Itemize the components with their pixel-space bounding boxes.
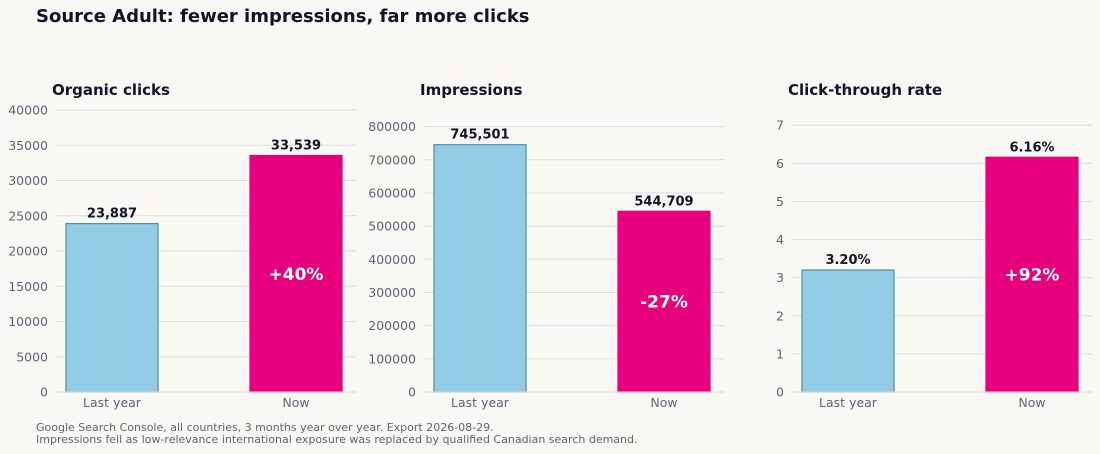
chart2-ytick-label-8: 800000 (368, 119, 416, 134)
chart2-ytick-label-7: 700000 (368, 152, 416, 167)
chart1-ytick-label-7: 35000 (8, 138, 48, 153)
chart1-value-label-last-year: 23,887 (87, 207, 137, 222)
chart1-ytick-label-1: 5000 (16, 349, 48, 364)
chart3-ytick-label-4: 4 (776, 232, 784, 247)
chart3-bar-now (985, 156, 1079, 393)
chart3-change-label: +92% (1005, 266, 1060, 286)
chart1-value-label-now: 33,539 (271, 139, 321, 154)
chart1-ytick-label-6: 30000 (8, 173, 48, 188)
chart3-ytick-label-5: 5 (776, 194, 784, 209)
chart3-ytick-label-3: 3 (776, 270, 784, 285)
chart1-change-label: +40% (269, 265, 324, 285)
chart2-value-label-now: 544,709 (634, 194, 693, 209)
main-title: Source Adult: fewer impressions, far mor… (36, 6, 530, 27)
chart3-ytick-label-0: 0 (776, 385, 784, 400)
chart2-change-label: -27% (640, 293, 688, 313)
chart1-ytick-label-0: 0 (40, 385, 48, 400)
footnote-source: Google Search Console, all countries, 3 … (36, 421, 494, 434)
chart2-ytick-label-6: 600000 (368, 185, 416, 200)
chart2-value-label-last-year: 745,501 (450, 128, 509, 143)
chart3-xtick-label-0: Last year (819, 395, 878, 410)
footnote-explanation: Impressions fell as low-relevance intern… (36, 433, 638, 446)
chart2-ytick-label-2: 200000 (368, 318, 416, 333)
chart3-ytick-label-6: 6 (776, 156, 784, 171)
chart1-ytick-label-8: 40000 (8, 103, 48, 118)
chart2-xtick-label-0: Last year (451, 395, 510, 410)
chart3-ytick-label-2: 2 (776, 308, 784, 323)
chart1-ytick-label-4: 20000 (8, 244, 48, 259)
chart2-bar-last-year (433, 144, 527, 393)
chart2-ytick-label-3: 300000 (368, 285, 416, 300)
chart1-ytick-label-2: 10000 (8, 314, 48, 329)
chart2-ytick-label-4: 400000 (368, 252, 416, 267)
chart2-ytick-label-1: 100000 (368, 351, 416, 366)
chart1-ytick-label-3: 15000 (8, 279, 48, 294)
chart2-ytick-label-0: 0 (408, 385, 416, 400)
chart2-title: Impressions (420, 81, 523, 99)
chart1-xtick-label-1: Now (282, 395, 309, 410)
chart1-title: Organic clicks (52, 81, 170, 99)
chart1-xtick-label-0: Last year (83, 395, 142, 410)
chart2-ytick-label-5: 500000 (368, 219, 416, 234)
chart1-ytick-label-5: 25000 (8, 208, 48, 223)
chart3-ytick-label-1: 1 (776, 346, 784, 361)
chart1-bar-now (249, 154, 343, 393)
chart3-title: Click-through rate (788, 81, 942, 99)
chart3-value-label-now: 6.16% (1009, 140, 1054, 155)
chart3-value-label-last-year: 3.20% (825, 253, 870, 268)
chart3-bar-last-year (801, 269, 895, 393)
chart3-xtick-label-1: Now (1018, 395, 1045, 410)
chart2-bar-now (617, 210, 711, 393)
chart2-xtick-label-1: Now (650, 395, 677, 410)
chart3-ytick-label-7: 7 (776, 118, 784, 133)
chart1-bar-last-year (65, 222, 159, 393)
